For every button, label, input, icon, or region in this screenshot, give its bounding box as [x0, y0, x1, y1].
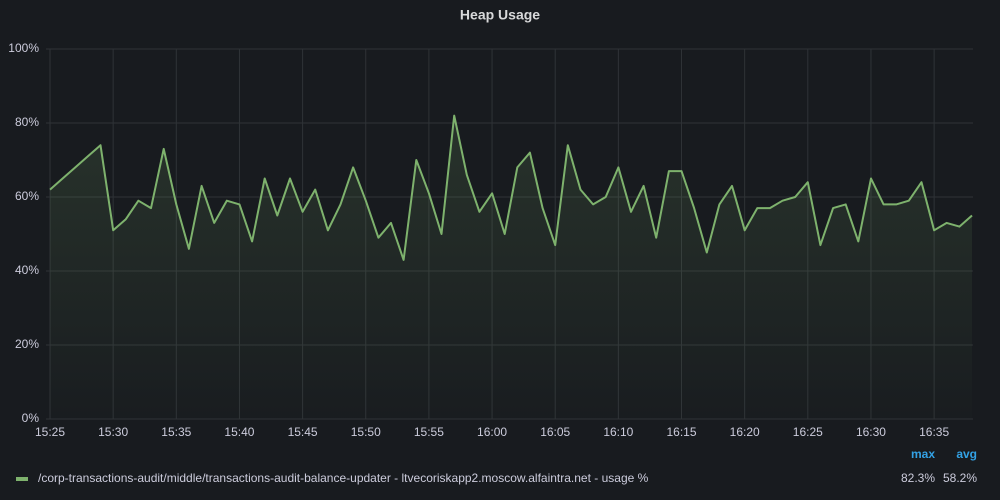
x-tick-label: 15:50: [351, 425, 381, 439]
x-tick-label: 15:25: [35, 425, 65, 439]
y-tick-label: 40%: [15, 263, 39, 277]
legend-stat-header: max: [911, 447, 935, 461]
x-tick-label: 16:25: [793, 425, 823, 439]
chart-title: Heap Usage: [460, 7, 540, 23]
legend-stat-value: 82.3%: [901, 471, 935, 485]
x-tick-label: 16:35: [919, 425, 949, 439]
y-tick-label: 60%: [15, 189, 39, 203]
x-tick-label: 16:00: [477, 425, 507, 439]
series-line: [49, 114, 973, 261]
y-tick-label: 80%: [15, 115, 39, 129]
y-tick-label: 20%: [15, 337, 39, 351]
legend-stat-value: 58.2%: [943, 471, 977, 485]
x-tick-label: 15:55: [414, 425, 444, 439]
x-tick-label: 15:35: [161, 425, 191, 439]
x-tick-label: 16:05: [540, 425, 570, 439]
x-tick-label: 16:30: [856, 425, 886, 439]
y-tick-label: 100%: [8, 41, 39, 55]
x-tick-label: 15:30: [98, 425, 128, 439]
area-fill: [50, 115, 972, 419]
y-tick-label: 0%: [22, 411, 40, 425]
legend-label: /corp-transactions-audit/middle/transact…: [38, 471, 649, 485]
x-tick-label: 16:10: [603, 425, 633, 439]
x-tick-label: 15:40: [224, 425, 254, 439]
x-tick-label: 15:45: [288, 425, 318, 439]
x-tick-label: 16:15: [666, 425, 696, 439]
x-tick-label: 16:20: [730, 425, 760, 439]
legend-stat-header: avg: [956, 447, 977, 461]
